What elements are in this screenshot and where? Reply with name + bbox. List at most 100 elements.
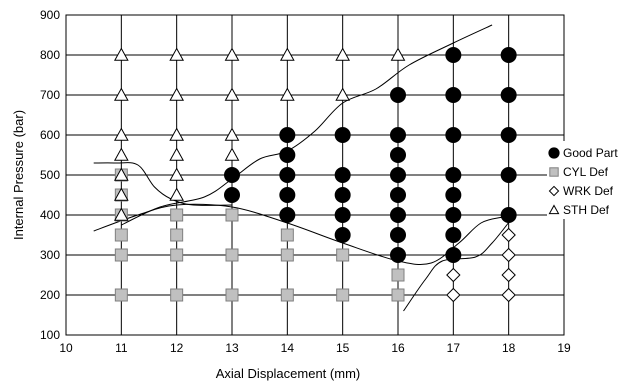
data-point	[390, 147, 406, 163]
data-point	[390, 207, 406, 223]
data-point	[280, 248, 294, 262]
data-point	[280, 228, 294, 242]
y-tick-label: 400	[40, 208, 60, 222]
x-tick-label: 18	[502, 341, 516, 355]
data-point	[336, 248, 350, 262]
boundary-curve	[93, 203, 504, 266]
data-point	[114, 248, 128, 262]
data-point	[390, 87, 406, 103]
data-point	[445, 247, 462, 263]
x-tick-label: 13	[225, 341, 239, 355]
data-point	[279, 207, 296, 223]
y-tick-labels: 100 200 300 400 500 600 700 800 900	[40, 8, 60, 342]
data-point	[500, 167, 517, 183]
data-point	[390, 187, 406, 203]
legend-box	[547, 141, 624, 219]
series-good-part	[224, 47, 517, 263]
data-point	[113, 87, 129, 101]
x-tick-label: 15	[336, 341, 350, 355]
data-point	[225, 248, 239, 262]
legend-marker	[548, 185, 560, 197]
data-point	[224, 167, 240, 183]
legend-marker	[549, 167, 559, 177]
boundary-curve	[121, 24, 493, 226]
data-point	[279, 87, 295, 101]
data-point	[445, 187, 462, 203]
data-point	[390, 47, 406, 61]
data-point	[334, 127, 351, 143]
data-point	[169, 187, 185, 201]
y-tick-label: 200	[40, 288, 60, 302]
data-point	[279, 127, 296, 143]
data-point	[114, 228, 128, 242]
y-tick-label: 100	[40, 328, 60, 342]
data-point	[334, 167, 351, 183]
data-point	[500, 127, 517, 143]
data-point	[501, 267, 516, 283]
x-tick-label: 12	[170, 341, 184, 355]
data-point	[169, 147, 185, 161]
legend-label: CYL Def	[563, 165, 609, 179]
data-point	[390, 247, 406, 263]
data-point	[334, 187, 351, 203]
x-tick-label: 10	[59, 341, 73, 355]
data-point	[335, 87, 351, 101]
data-point	[279, 147, 296, 163]
data-point	[280, 288, 294, 302]
y-tick-label: 600	[40, 128, 60, 142]
data-point	[113, 167, 129, 181]
data-point	[169, 47, 185, 61]
y-tick-label: 300	[40, 248, 60, 262]
legend-marker	[548, 147, 560, 159]
data-point	[170, 288, 184, 302]
data-point	[446, 287, 461, 303]
data-point	[224, 87, 240, 101]
data-point	[501, 247, 516, 263]
data-point	[445, 127, 462, 143]
data-point	[169, 87, 185, 101]
data-point	[279, 47, 295, 61]
y-axis-title: Internal Pressure (bar)	[11, 110, 26, 240]
data-point	[225, 208, 239, 222]
data-point	[500, 47, 517, 63]
data-point	[113, 127, 129, 141]
data-point	[334, 227, 351, 243]
data-point	[113, 47, 129, 61]
data-point	[445, 167, 462, 183]
data-point	[113, 147, 129, 161]
data-point	[445, 47, 462, 63]
data-point	[500, 87, 517, 103]
series-wrk-def	[446, 227, 516, 303]
legend-marker	[548, 204, 560, 215]
x-tick-label: 11	[115, 341, 128, 355]
data-point	[113, 187, 129, 201]
legend-label: WRK Def	[563, 184, 614, 198]
legend-label: STH Def	[563, 203, 610, 217]
data-point	[335, 47, 351, 61]
data-point	[390, 127, 406, 143]
legend-label: Good Part	[563, 146, 618, 160]
data-point	[390, 167, 406, 183]
data-point	[170, 248, 184, 262]
y-tick-label: 700	[40, 88, 60, 102]
data-point	[224, 187, 240, 203]
data-points	[113, 47, 517, 303]
series-sth-def	[113, 47, 406, 221]
data-point	[446, 267, 461, 283]
data-point	[169, 167, 185, 181]
data-point	[391, 288, 405, 302]
data-point	[500, 207, 517, 223]
data-point	[170, 208, 184, 222]
data-point	[501, 287, 516, 303]
x-tick-label: 16	[391, 341, 405, 355]
legend: Good Part CYL Def WRK Def STH Def	[547, 141, 624, 219]
x-axis-title: Axial Displacement (mm)	[216, 366, 360, 381]
x-tick-label: 19	[557, 341, 571, 355]
data-point	[224, 47, 240, 61]
boundary-curve	[93, 162, 233, 206]
data-point	[224, 147, 240, 161]
x-tick-label: 14	[281, 341, 295, 355]
data-point	[445, 87, 462, 103]
data-point	[279, 187, 296, 203]
